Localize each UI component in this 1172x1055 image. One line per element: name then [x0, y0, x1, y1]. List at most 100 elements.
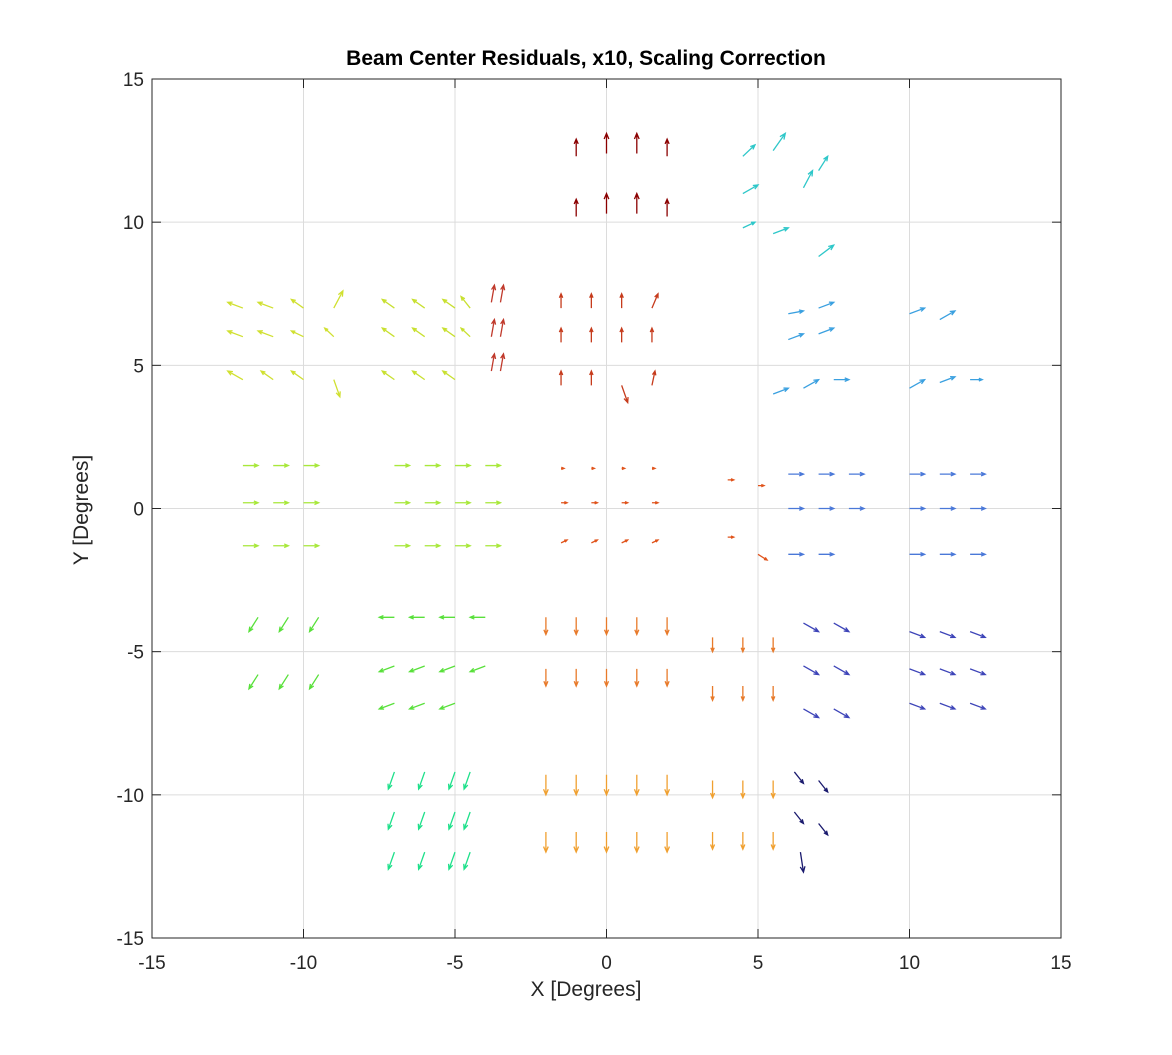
residual-arrow	[394, 500, 412, 506]
residual-arrow	[411, 298, 426, 309]
residual-arrow	[634, 617, 640, 637]
residual-arrow	[561, 466, 566, 471]
residual-arrow	[485, 543, 503, 549]
residual-arrow	[485, 500, 503, 506]
residual-arrow	[770, 780, 776, 800]
arrow-series	[772, 301, 984, 395]
residual-arrow	[323, 326, 335, 338]
arrow-series	[793, 771, 829, 874]
residual-arrow	[758, 483, 766, 488]
arrow-series	[380, 295, 471, 381]
residual-arrow	[424, 463, 442, 468]
residual-arrow	[803, 622, 821, 633]
arrow-layer	[226, 131, 987, 874]
residual-arrow	[603, 131, 610, 154]
residual-arrow	[848, 471, 866, 477]
residual-arrow	[542, 832, 549, 854]
residual-arrow	[256, 330, 274, 338]
arrow-series	[558, 292, 659, 405]
residual-arrow	[939, 631, 957, 639]
residual-arrow	[939, 375, 957, 384]
residual-arrow	[633, 832, 640, 854]
residual-arrow	[772, 227, 790, 235]
residual-arrow	[770, 637, 776, 654]
y-axis-label: Y [Degrees]	[70, 454, 93, 566]
residual-arrow	[742, 184, 760, 195]
residual-arrow	[651, 369, 657, 386]
residual-arrow	[226, 301, 244, 309]
residual-arrow	[248, 616, 259, 634]
residual-arrow	[490, 317, 497, 337]
residual-arrow	[970, 506, 987, 511]
x-tick-label: -5	[447, 953, 464, 974]
residual-arrow	[740, 780, 746, 800]
residual-arrow	[788, 551, 806, 557]
residual-arrow	[740, 686, 746, 703]
residual-arrow	[242, 500, 260, 506]
residual-arrow	[407, 702, 425, 710]
residual-arrow	[377, 702, 395, 710]
residual-arrow	[619, 292, 624, 309]
residual-arrow	[308, 616, 320, 634]
residual-arrow	[970, 551, 987, 557]
residual-arrow	[333, 379, 341, 399]
residual-arrow	[909, 378, 927, 389]
residual-arrow	[303, 543, 321, 549]
residual-arrow	[558, 292, 564, 309]
residual-arrow	[664, 668, 670, 688]
residual-arrow	[485, 463, 503, 468]
residual-arrow	[455, 463, 472, 468]
residual-arrow	[290, 298, 304, 309]
arrow-series	[387, 771, 471, 871]
residual-arrow	[799, 852, 806, 874]
residual-arrow	[619, 326, 624, 343]
residual-arrow	[558, 369, 564, 386]
residual-arrow	[833, 377, 851, 383]
residual-arrow	[833, 622, 851, 633]
x-tick-label: 5	[753, 953, 764, 974]
residual-arrow	[772, 387, 790, 395]
residual-arrow	[649, 326, 655, 343]
residual-arrow	[417, 851, 426, 871]
residual-arrow	[802, 169, 814, 189]
residual-arrow	[417, 771, 426, 791]
residual-arrow	[394, 543, 412, 549]
residual-arrow	[411, 327, 426, 338]
residual-arrow	[770, 686, 776, 703]
residual-arrow	[380, 370, 395, 381]
residual-arrow	[407, 665, 425, 673]
residual-arrow	[573, 832, 580, 854]
residual-arrow	[377, 614, 395, 620]
residual-arrow	[558, 326, 564, 343]
y-tick-label: 0	[133, 500, 144, 521]
residual-arrow	[438, 665, 456, 673]
residual-arrow	[460, 295, 471, 309]
residual-arrow	[818, 471, 836, 477]
arrow-series	[543, 617, 776, 703]
residual-arrow	[803, 708, 821, 719]
residual-arrow	[573, 668, 579, 688]
residual-arrow	[573, 774, 580, 797]
residual-arrow	[710, 637, 715, 654]
residual-arrow	[438, 614, 455, 620]
residual-arrow	[573, 617, 579, 637]
residual-arrow	[447, 851, 456, 871]
residual-arrow	[793, 771, 805, 785]
residual-arrow	[909, 668, 927, 676]
residual-arrow	[273, 500, 291, 506]
residual-arrow	[621, 385, 629, 405]
residual-arrow	[411, 370, 426, 381]
residual-arrow	[542, 774, 549, 797]
residual-arrow	[909, 307, 927, 315]
residual-arrow	[742, 143, 757, 157]
residual-arrow	[303, 463, 321, 468]
residual-arrow	[226, 370, 244, 381]
residual-arrow	[633, 131, 640, 154]
residual-arrow	[591, 539, 599, 544]
residual-arrow	[441, 327, 456, 338]
residual-arrow	[289, 330, 304, 338]
residual-arrow	[424, 500, 442, 506]
residual-arrow	[463, 811, 471, 831]
arrow-series	[226, 289, 344, 399]
